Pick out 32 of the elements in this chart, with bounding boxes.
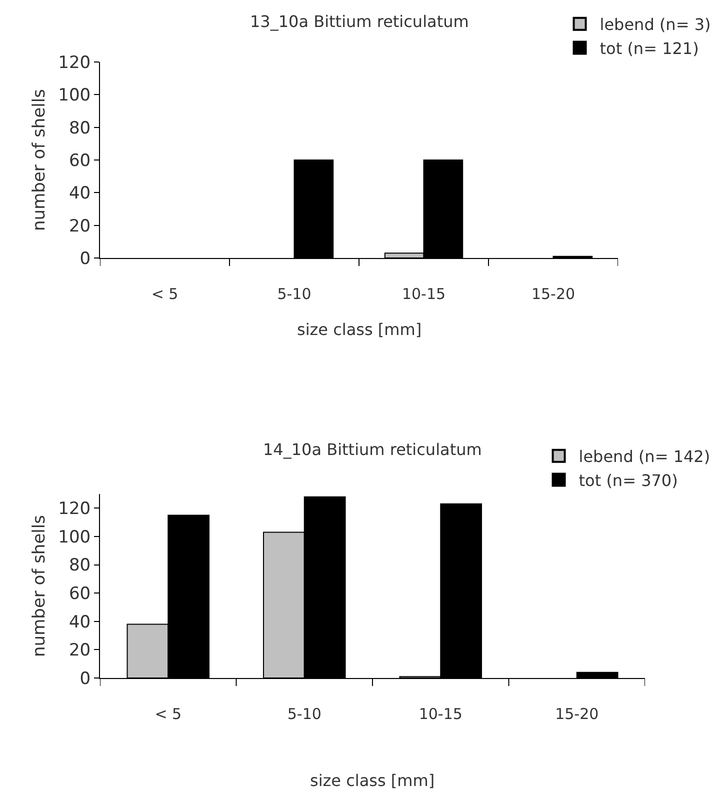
legend-label: lebend (n= 142) bbox=[578, 447, 710, 466]
legend-label: tot (n= 121) bbox=[600, 38, 699, 58]
x-tick-label: 10-15 bbox=[402, 285, 446, 303]
y-tick-label: 0 bbox=[80, 668, 91, 689]
x-tick-label: 5-10 bbox=[277, 285, 312, 303]
y-axis-title: number of shells bbox=[30, 514, 50, 657]
x-tick-label: 15-20 bbox=[531, 285, 576, 303]
y-tick-label: 40 bbox=[68, 184, 91, 204]
y-tick-label: 100 bbox=[58, 86, 91, 106]
y-tick-label: 120 bbox=[58, 499, 91, 520]
chart-title: 14_10a Bittium reticulatum bbox=[263, 440, 482, 459]
y-tick-label: 80 bbox=[68, 118, 91, 138]
x-tick-label: 15-20 bbox=[555, 705, 599, 723]
x-tick-label: 10-15 bbox=[418, 705, 462, 723]
chart-title: 13_10a Bittium reticulatum bbox=[250, 12, 469, 31]
legend-label: tot (n= 370) bbox=[578, 470, 678, 490]
y-tick-label: 120 bbox=[58, 52, 91, 73]
y-tick-label: 60 bbox=[68, 150, 91, 171]
y-tick-label: 40 bbox=[68, 612, 91, 632]
y-tick-label: 60 bbox=[68, 584, 91, 604]
y-tick-label: 80 bbox=[68, 556, 91, 576]
y-tick-label: 20 bbox=[68, 216, 91, 236]
y-tick-label: 100 bbox=[58, 527, 91, 548]
x-axis-title: size class [mm] bbox=[310, 771, 435, 790]
x-tick-label: < 5 bbox=[154, 705, 182, 723]
x-tick-label: 5-10 bbox=[287, 705, 322, 723]
y-tick-label: 0 bbox=[80, 248, 91, 269]
x-tick-label: < 5 bbox=[151, 285, 178, 303]
y-tick-label: 20 bbox=[68, 640, 91, 661]
y-axis-title: number of shells bbox=[30, 88, 50, 231]
legend-label: lebend (n= 3) bbox=[600, 15, 711, 34]
x-axis-title: size class [mm] bbox=[297, 320, 422, 339]
